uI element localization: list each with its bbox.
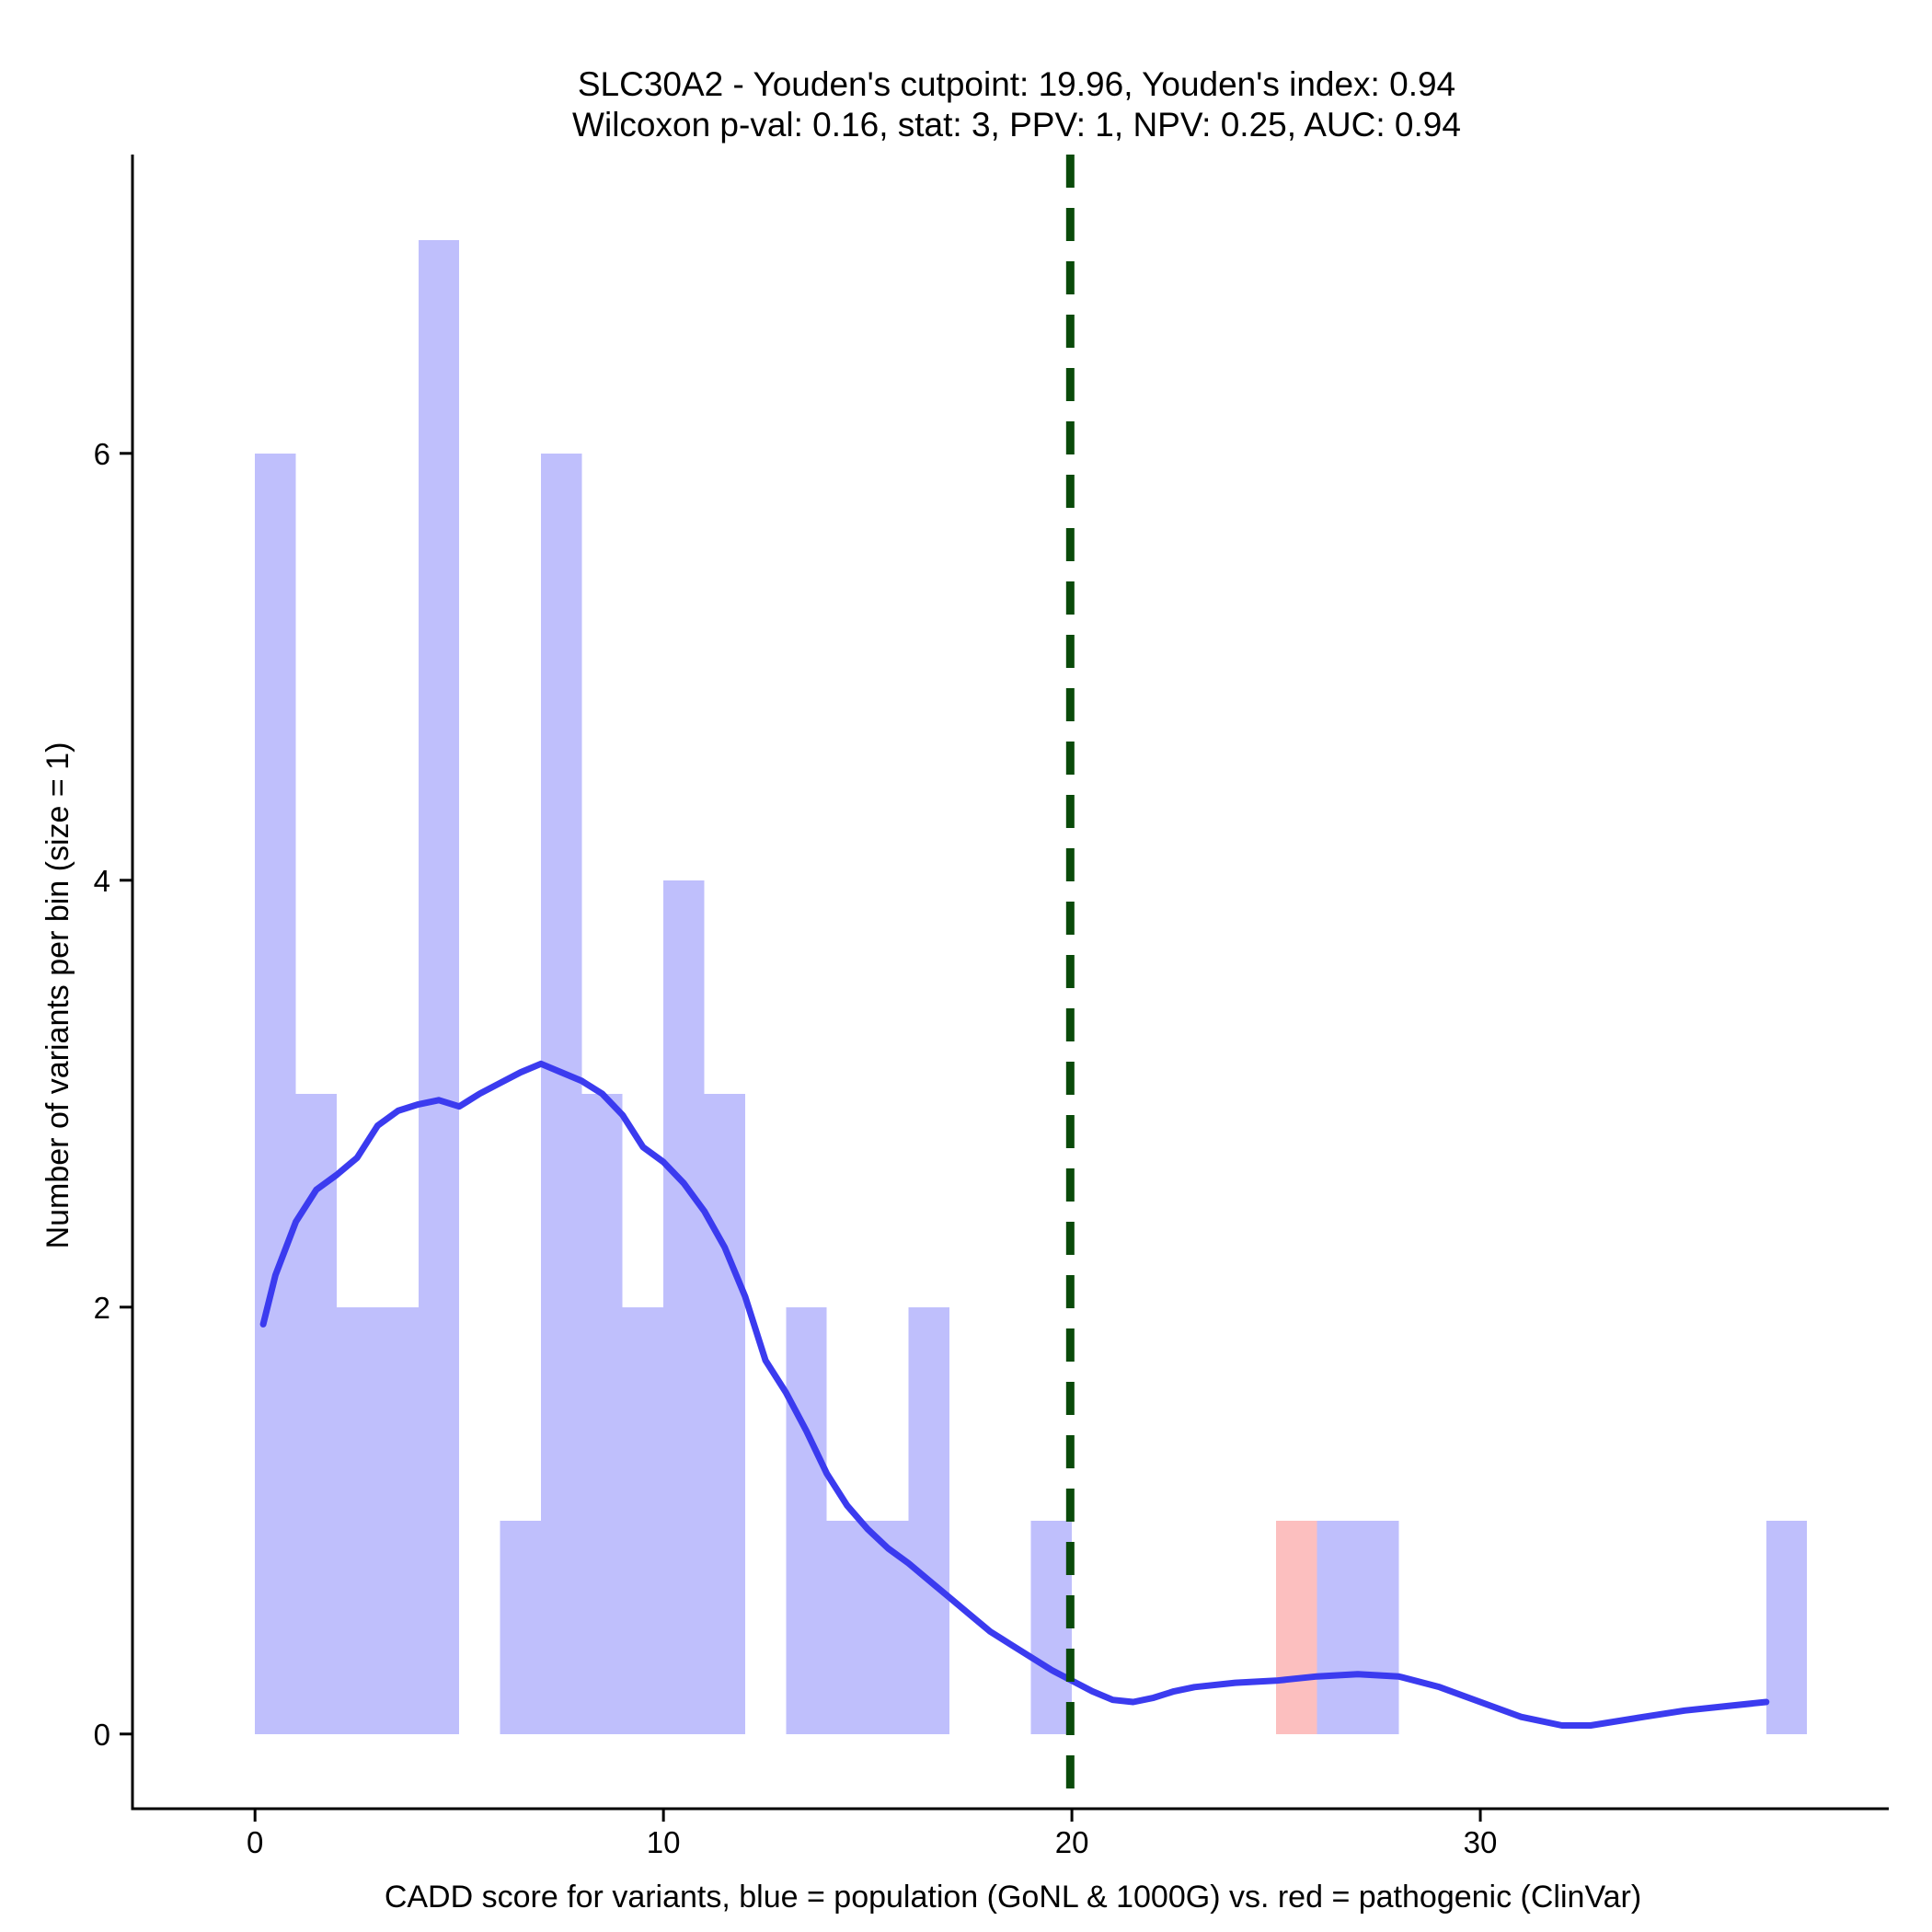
population-bar bbox=[500, 1520, 541, 1734]
chart-title-line-2: Wilcoxon p-val: 0.16, stat: 3, PPV: 1, N… bbox=[572, 106, 1461, 144]
x-axis-label: CADD score for variants, blue = populati… bbox=[385, 1880, 1641, 1915]
x-axis-ticks: 0 10 20 30 bbox=[247, 1809, 1497, 1859]
population-bar bbox=[1030, 1520, 1073, 1734]
histogram-bars bbox=[255, 239, 1808, 1734]
population-bar bbox=[377, 1306, 419, 1734]
x-tick-label: 10 bbox=[647, 1825, 681, 1859]
y-axis-label: Number of variants per bin (size = 1) bbox=[40, 742, 75, 1249]
x-tick-label: 20 bbox=[1055, 1825, 1089, 1859]
chart-title-line-1: SLC30A2 - Youden's cutpoint: 19.96, Youd… bbox=[578, 65, 1455, 103]
pathogenic-bar bbox=[1276, 1520, 1317, 1734]
y-tick-label: 4 bbox=[94, 864, 110, 898]
population-bar bbox=[418, 239, 460, 1734]
population-bar bbox=[336, 1306, 378, 1734]
population-bar bbox=[704, 1093, 745, 1734]
population-bar bbox=[1765, 1520, 1808, 1734]
y-axis-ticks: 0 2 4 6 bbox=[94, 437, 132, 1752]
population-bar bbox=[908, 1306, 949, 1734]
population-bar bbox=[868, 1520, 909, 1734]
y-tick-label: 0 bbox=[94, 1718, 110, 1752]
population-bar bbox=[786, 1306, 827, 1734]
population-bar bbox=[663, 880, 705, 1734]
population-bar bbox=[540, 453, 582, 1734]
population-bar bbox=[581, 1093, 623, 1734]
population-bar bbox=[1357, 1520, 1399, 1734]
population-bar bbox=[1317, 1520, 1358, 1734]
x-tick-label: 0 bbox=[247, 1825, 263, 1859]
x-tick-label: 30 bbox=[1464, 1825, 1498, 1859]
population-bar bbox=[255, 453, 296, 1734]
population-bar bbox=[622, 1306, 664, 1734]
population-bar bbox=[826, 1520, 868, 1734]
y-tick-label: 2 bbox=[94, 1291, 110, 1325]
y-tick-label: 6 bbox=[94, 437, 110, 471]
density-curve bbox=[259, 1060, 1770, 1729]
population-bar bbox=[295, 1093, 337, 1734]
